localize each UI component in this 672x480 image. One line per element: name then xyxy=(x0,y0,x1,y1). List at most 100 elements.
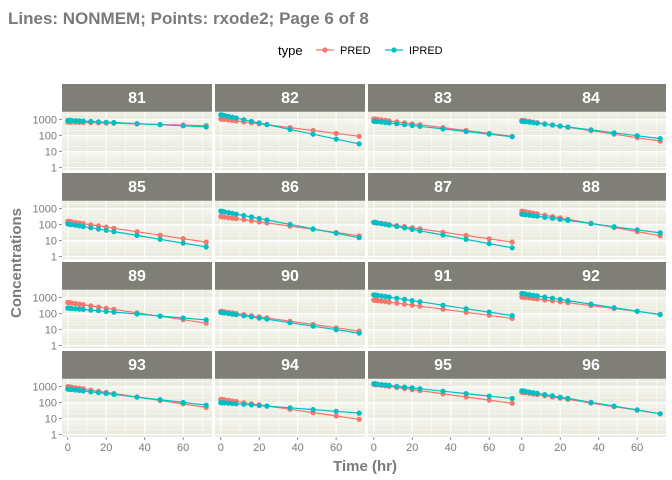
point-ipred-85 xyxy=(69,222,75,228)
legend-label-pred: PRED xyxy=(340,45,371,57)
y-axis-title: Concentrations xyxy=(8,208,25,318)
point-ipred-83 xyxy=(509,134,515,140)
strip-87 xyxy=(368,173,518,201)
point-ipred-81 xyxy=(180,123,186,129)
point-pred-85 xyxy=(134,229,140,235)
point-ipred-84 xyxy=(526,119,533,125)
point-ipred-93 xyxy=(72,387,79,393)
point-pred-89 xyxy=(95,304,102,310)
y-tick-label: 10 xyxy=(45,325,57,337)
x-tick-label: 0 xyxy=(65,442,71,454)
point-ipred-94 xyxy=(264,403,270,409)
point-pred-89 xyxy=(80,302,86,308)
x-tick-label: 0 xyxy=(519,442,525,454)
point-ipred-95 xyxy=(509,395,515,402)
point-ipred-81 xyxy=(72,118,79,124)
facet-panel-89: 89 1 10 100 1000 xyxy=(33,262,212,353)
point-ipred-95 xyxy=(440,388,446,394)
legend-label-ipred: IPRED xyxy=(409,45,443,57)
point-ipred-85 xyxy=(88,225,94,231)
strip-81 xyxy=(62,84,212,112)
facet-panel-96: 96 0 20 40 60 xyxy=(516,351,666,454)
point-ipred-84 xyxy=(634,133,640,139)
point-ipred-83 xyxy=(440,126,446,132)
point-ipred-82 xyxy=(287,126,293,132)
point-ipred-87 xyxy=(486,241,492,247)
point-ipred-81 xyxy=(157,122,163,128)
point-ipred-83 xyxy=(394,121,400,127)
y-tick-label: 1 xyxy=(51,341,57,353)
point-ipred-94 xyxy=(287,405,293,411)
y-tick-label: 100 xyxy=(39,131,57,143)
point-ipred-87 xyxy=(417,228,423,234)
point-pred-89 xyxy=(69,300,75,306)
point-ipred-87 xyxy=(440,232,446,238)
point-ipred-90 xyxy=(310,323,316,329)
panel-background-96 xyxy=(516,379,666,437)
strip-83 xyxy=(368,84,518,112)
point-pred-91 xyxy=(386,299,392,305)
point-ipred-90 xyxy=(264,316,270,322)
point-pred-95 xyxy=(486,397,492,403)
point-ipred-93 xyxy=(76,387,82,393)
point-ipred-85 xyxy=(95,226,102,232)
point-ipred-95 xyxy=(382,382,388,388)
point-ipred-89 xyxy=(103,308,109,314)
point-ipred-82 xyxy=(356,141,362,147)
point-ipred-91 xyxy=(486,309,492,315)
point-pred-87 xyxy=(486,236,492,242)
point-ipred-89 xyxy=(111,309,117,315)
point-ipred-90 xyxy=(333,327,339,333)
point-ipred-91 xyxy=(463,306,469,312)
point-pred-86 xyxy=(222,214,228,220)
point-ipred-81 xyxy=(203,124,209,130)
point-ipred-90 xyxy=(241,313,247,319)
point-ipred-87 xyxy=(463,236,469,242)
point-ipred-90 xyxy=(233,312,239,318)
point-ipred-81 xyxy=(95,119,102,125)
point-pred-89 xyxy=(76,301,82,307)
point-ipred-81 xyxy=(134,121,140,127)
x-tick-label: 0 xyxy=(218,442,224,454)
point-ipred-94 xyxy=(256,402,262,409)
point-ipred-94 xyxy=(233,401,239,407)
point-pred-86 xyxy=(241,217,247,223)
point-ipred-82 xyxy=(229,114,235,120)
point-ipred-84 xyxy=(523,119,529,125)
point-ipred-92 xyxy=(611,305,617,311)
point-ipred-84 xyxy=(549,122,556,128)
strip-label-88: 88 xyxy=(582,179,600,196)
point-pred-95 xyxy=(509,400,515,406)
x-tick-label: 60 xyxy=(483,442,495,454)
point-ipred-89 xyxy=(69,305,75,311)
point-ipred-94 xyxy=(229,400,235,407)
point-ipred-96 xyxy=(534,390,540,396)
strip-94 xyxy=(215,351,365,379)
point-ipred-93 xyxy=(203,402,209,408)
legend-key-point-ipred xyxy=(391,47,397,53)
point-ipred-95 xyxy=(378,382,385,388)
point-ipred-85 xyxy=(180,240,186,246)
facet-panel-85: 85 1 10 100 1000 xyxy=(33,173,212,264)
point-ipred-86 xyxy=(256,215,262,222)
point-ipred-89 xyxy=(95,308,102,314)
point-pred-91 xyxy=(401,301,408,307)
point-ipred-83 xyxy=(486,131,492,137)
point-pred-91 xyxy=(378,298,385,304)
y-tick-label: 100 xyxy=(39,309,57,321)
point-ipred-88 xyxy=(634,227,640,233)
point-pred-87 xyxy=(463,232,469,239)
point-ipred-86 xyxy=(229,210,235,216)
point-pred-82 xyxy=(356,133,362,139)
point-ipred-90 xyxy=(248,314,255,320)
strip-86 xyxy=(215,173,365,201)
point-ipred-86 xyxy=(310,226,316,232)
facet-panel-94: 94 0 20 40 60 xyxy=(215,351,365,454)
point-ipred-82 xyxy=(222,113,228,119)
point-ipred-83 xyxy=(417,123,423,129)
point-pred-85 xyxy=(180,236,186,242)
point-ipred-94 xyxy=(248,402,255,408)
point-ipred-87 xyxy=(401,225,408,231)
point-ipred-82 xyxy=(333,136,339,142)
